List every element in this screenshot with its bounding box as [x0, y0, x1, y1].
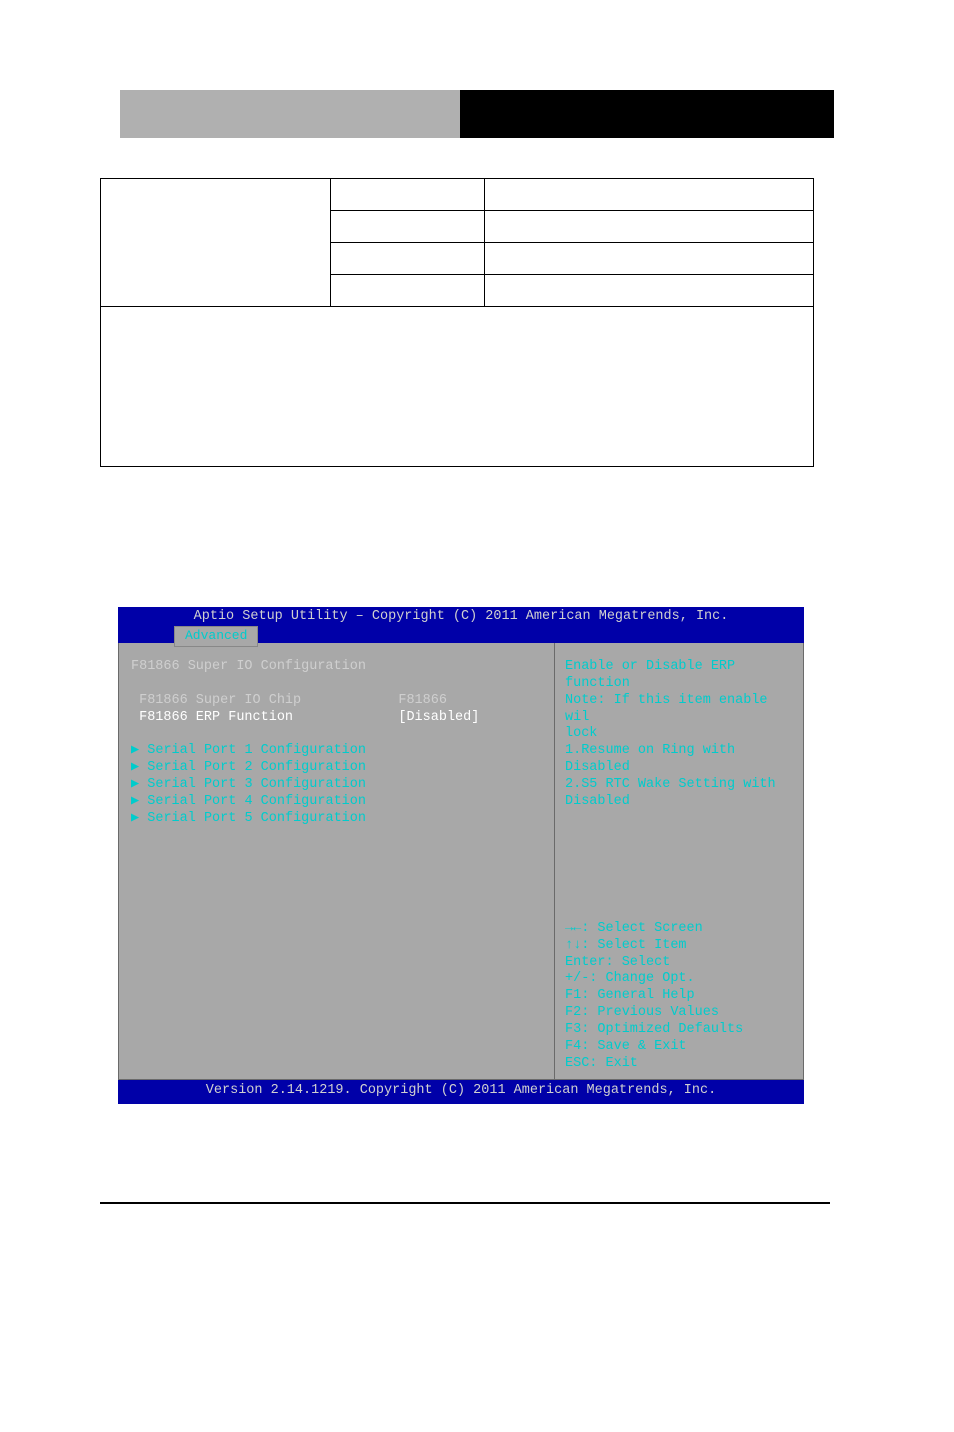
option-cell — [485, 179, 814, 211]
option-cell — [331, 243, 485, 275]
bios-hint-line: F2: Previous Values — [565, 1005, 793, 1022]
bios-title: Aptio Setup Utility – Copyright (C) 2011… — [118, 607, 804, 626]
header-left-block — [120, 90, 460, 138]
bios-hint-line: ↑↓: Select Item — [565, 938, 793, 955]
bios-info-line: lock — [565, 726, 793, 743]
bios-heading: F81866 Super IO Configuration — [131, 659, 548, 676]
bios-hint-line: +/-: Change Opt. — [565, 971, 793, 988]
option-cell — [485, 243, 814, 275]
header-bar — [120, 90, 834, 138]
options-table — [100, 178, 814, 467]
option-cell-label — [101, 179, 331, 307]
option-cell — [485, 275, 814, 307]
bios-hints: →←: Select Screen↑↓: Select ItemEnter: S… — [565, 921, 793, 1073]
bios-setting-row[interactable]: F81866 ERP Function [Disabled] — [131, 710, 548, 727]
bios-submenu-item[interactable]: ▶ Serial Port 2 Configuration — [131, 760, 548, 777]
bios-body: F81866 Super IO Configuration F81866 Sup… — [118, 643, 804, 1079]
bios-hint-line: F3: Optimized Defaults — [565, 1022, 793, 1039]
option-notes-cell — [101, 307, 814, 467]
bios-footer: Version 2.14.1219. Copyright (C) 2011 Am… — [118, 1079, 804, 1104]
bios-submenu-item[interactable]: ▶ Serial Port 1 Configuration — [131, 743, 548, 760]
bios-left-pane: F81866 Super IO Configuration F81866 Sup… — [119, 643, 555, 1079]
bios-setting-row[interactable]: F81866 Super IO Chip F81866 — [131, 693, 548, 710]
bios-info-line: 2.S5 RTC Wake Setting with — [565, 777, 793, 794]
bios-submenu-item[interactable]: ▶ Serial Port 5 Configuration — [131, 811, 548, 828]
bios-info-line: Disabled — [565, 794, 793, 811]
bios-info-line: Enable or Disable ERP function — [565, 659, 793, 693]
option-cell — [331, 211, 485, 243]
bios-right-pane: Enable or Disable ERP functionNote: If t… — [555, 643, 803, 1079]
bios-screenshot: Aptio Setup Utility – Copyright (C) 2011… — [118, 607, 804, 1104]
bios-info-text: Enable or Disable ERP functionNote: If t… — [565, 659, 793, 811]
bios-submenu-item[interactable]: ▶ Serial Port 3 Configuration — [131, 777, 548, 794]
bios-submenu-list: ▶ Serial Port 1 Configuration▶ Serial Po… — [131, 743, 548, 827]
option-cell — [331, 179, 485, 211]
page-footer-rule — [100, 1202, 830, 1204]
option-cell — [485, 211, 814, 243]
header-right-block — [460, 90, 834, 138]
option-cell — [331, 275, 485, 307]
bios-kv-list: F81866 Super IO Chip F81866 F81866 ERP F… — [131, 693, 548, 727]
bios-hint-line: F4: Save & Exit — [565, 1039, 793, 1056]
bios-submenu-item[interactable]: ▶ Serial Port 4 Configuration — [131, 794, 548, 811]
bios-hint-line: Enter: Select — [565, 955, 793, 972]
bios-hint-line: F1: General Help — [565, 988, 793, 1005]
bios-tab-row: Advanced — [118, 626, 804, 643]
bios-hint-line: →←: Select Screen — [565, 921, 793, 938]
bios-info-line: 1.Resume on Ring with Disabled — [565, 743, 793, 777]
bios-info-line: Note: If this item enable wil — [565, 693, 793, 727]
bios-hint-line: ESC: Exit — [565, 1056, 793, 1073]
